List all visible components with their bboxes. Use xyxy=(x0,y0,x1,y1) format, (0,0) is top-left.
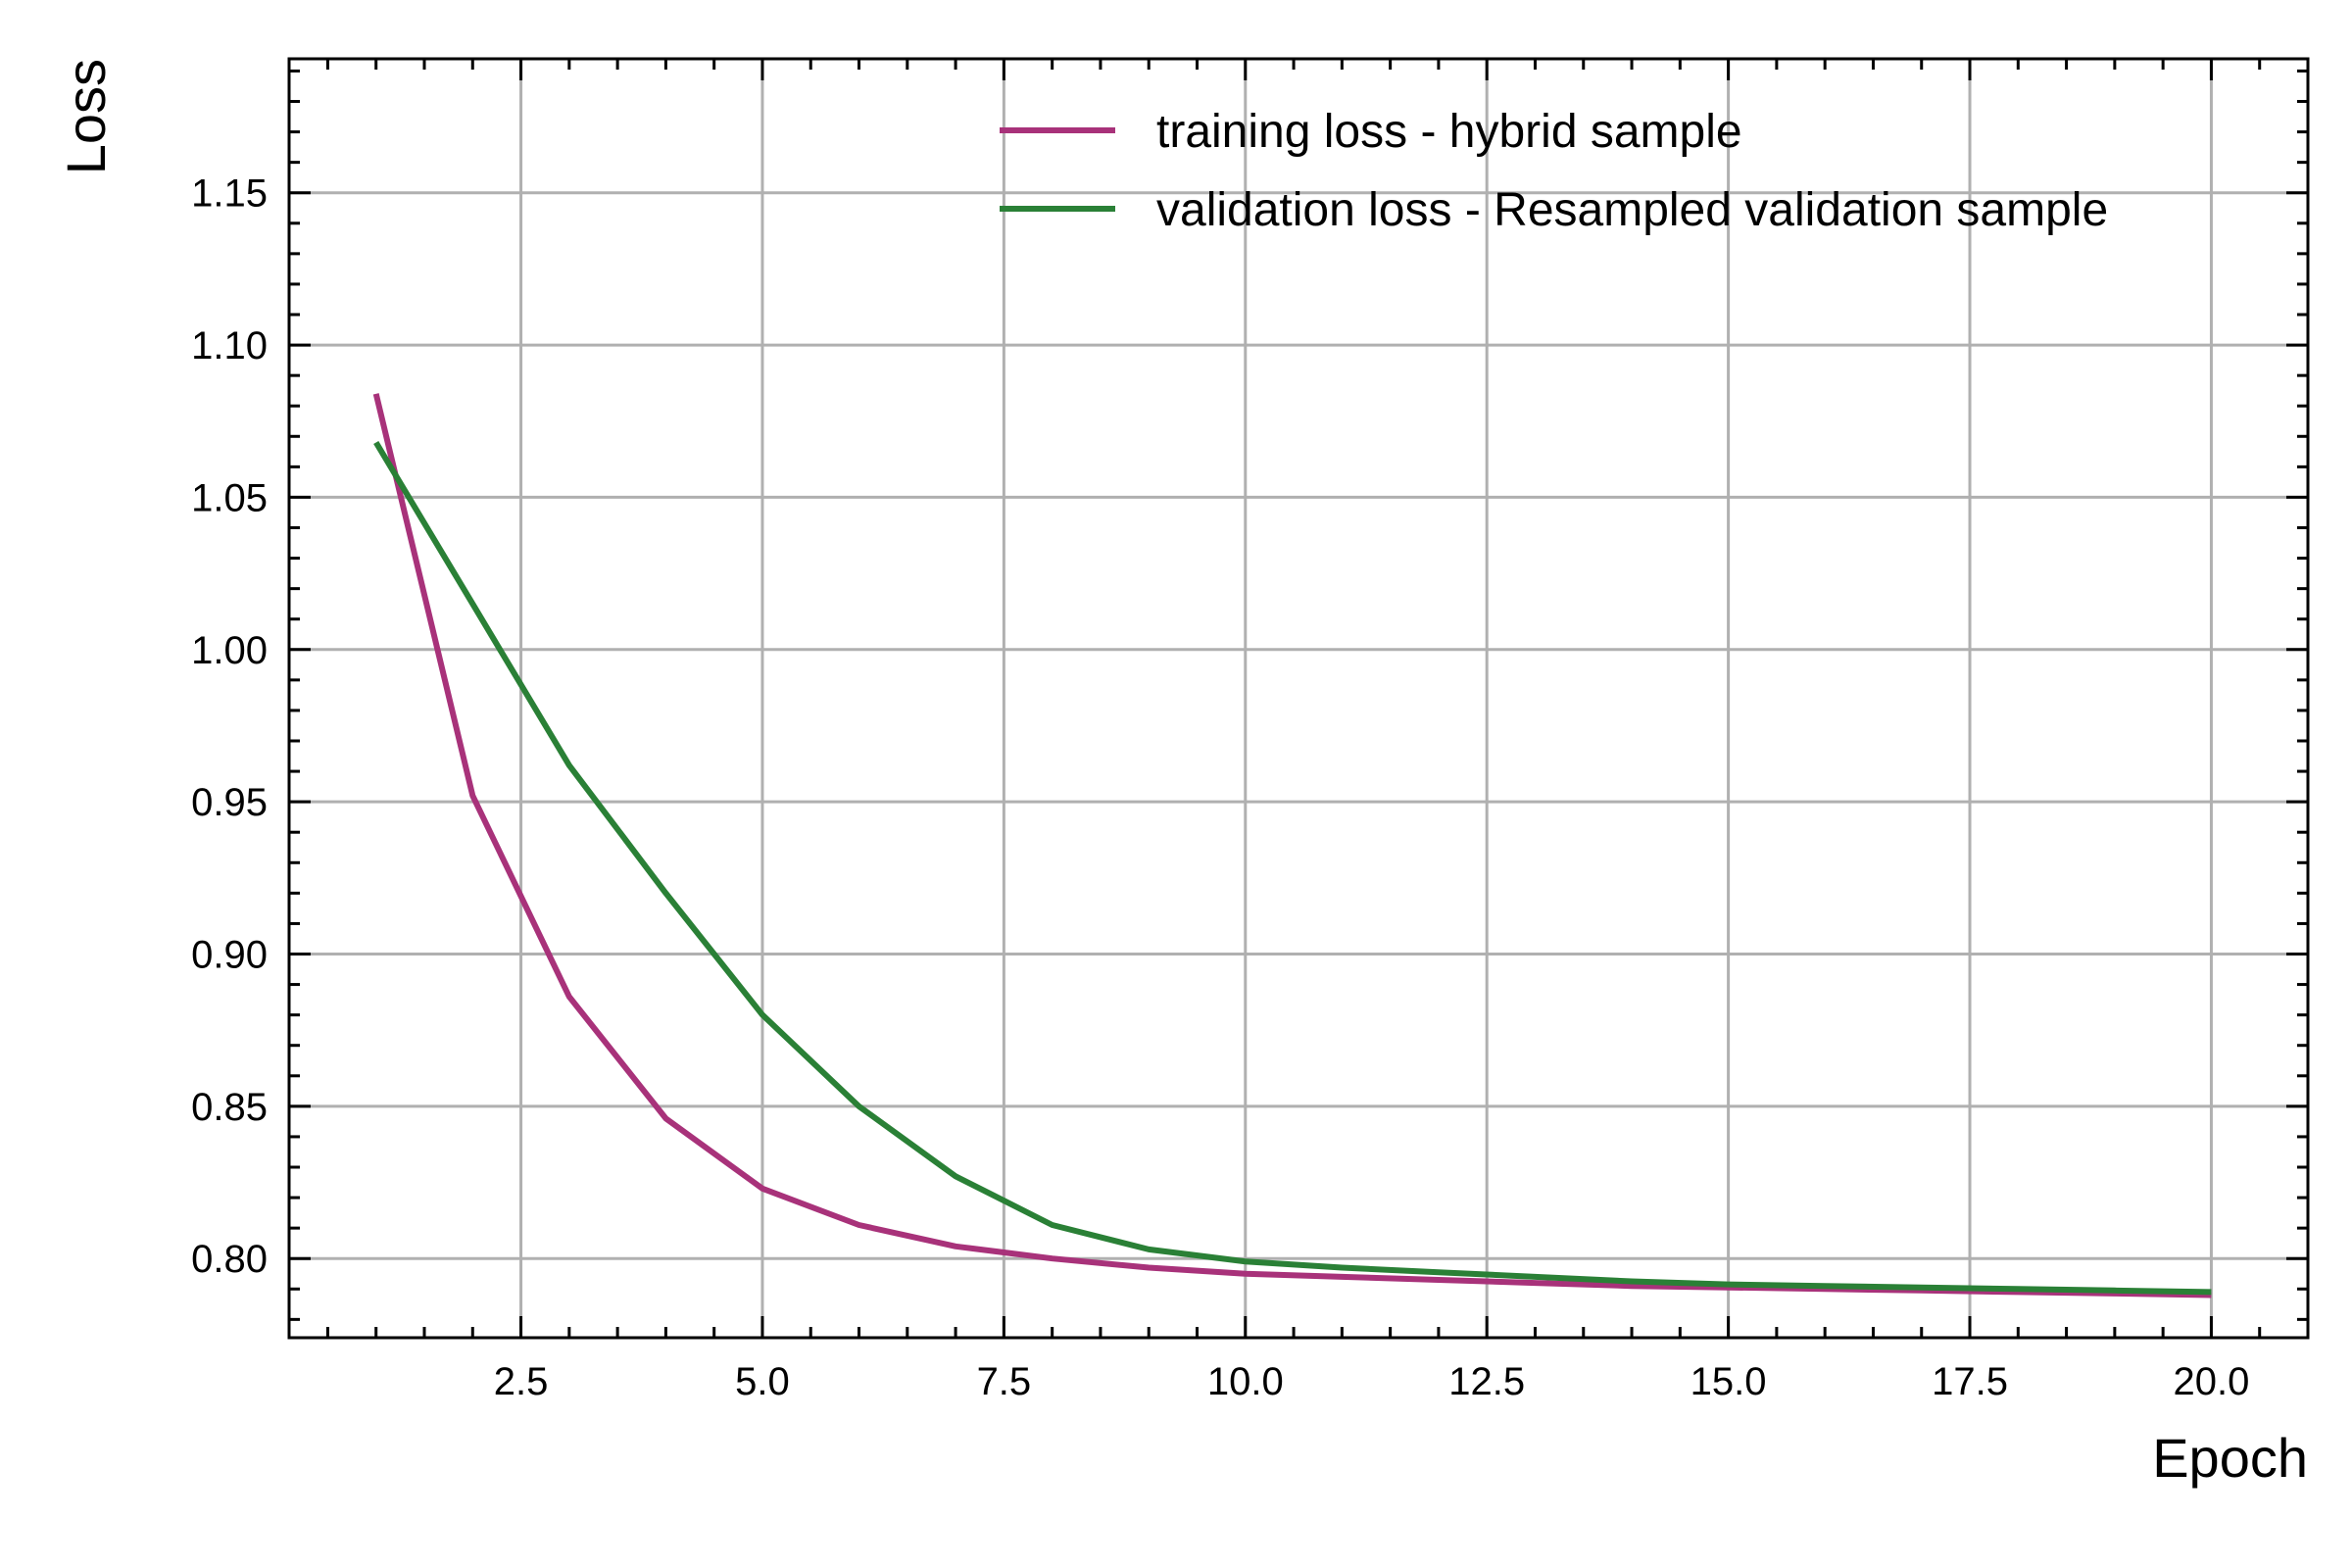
x-tick-label: 5.0 xyxy=(735,1360,790,1403)
x-tick-label: 17.5 xyxy=(1932,1360,2008,1403)
y-axis-label: Loss xyxy=(55,59,117,174)
plot-frame xyxy=(287,57,2310,1340)
y-tick-label: 1.10 xyxy=(191,324,268,368)
series-lines xyxy=(372,393,2212,1298)
series-line-1 xyxy=(372,393,2212,1298)
legend-label: training loss - hybrid sample xyxy=(1156,106,1742,158)
x-tick-label: 2.5 xyxy=(494,1360,549,1403)
legend: training loss - hybrid sample validation … xyxy=(1000,106,2108,236)
x-tick-label: 15.0 xyxy=(1690,1360,1767,1403)
tick-labels: 2.5 5.0 7.5 10.0 12.5 15.0 17.5 20.0 0.80 0.85 0.9… xyxy=(191,172,2249,1403)
x-tick-label: 12.5 xyxy=(1448,1360,1525,1403)
y-tick-label: 0.90 xyxy=(191,934,268,977)
y-tick-label: 1.05 xyxy=(191,476,268,519)
legend-label: validation loss - Resampled validation s… xyxy=(1156,184,2108,236)
axis-ticks xyxy=(289,59,2310,1338)
y-tick-label: 0.85 xyxy=(191,1086,268,1129)
x-axis-label: Epoch xyxy=(2152,1427,2308,1489)
series-line-2 xyxy=(373,440,2212,1296)
grid xyxy=(289,59,2308,1338)
y-tick-label: 1.00 xyxy=(191,629,268,672)
y-tick-label: 0.80 xyxy=(191,1238,268,1281)
y-tick-label: 0.95 xyxy=(191,781,268,824)
x-tick-label: 20.0 xyxy=(2174,1360,2250,1403)
x-tick-label: 7.5 xyxy=(977,1360,1032,1403)
x-tick-label: 10.0 xyxy=(1207,1360,1284,1403)
y-tick-label: 1.15 xyxy=(191,172,268,216)
